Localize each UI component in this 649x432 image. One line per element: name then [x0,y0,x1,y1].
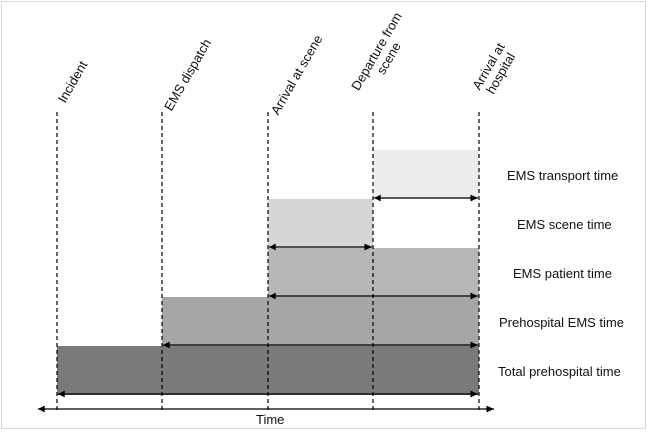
interval-label-ems-transport-time: EMS transport time [507,167,619,183]
interval-label-ems-scene-time: EMS scene time [517,216,612,232]
time-axis-label: Time [256,412,285,427]
interval-label-ems-patient-time: EMS patient time [513,265,612,281]
interval-label-total-prehospital-time: Total prehospital time [498,363,621,379]
interval-bar-prehospital-ems-time [162,297,479,346]
interval-bar-ems-scene-time [268,199,373,248]
interval-bar-ems-transport-time [373,150,479,199]
interval-label-prehospital-ems-time: Prehospital EMS time [499,314,624,330]
